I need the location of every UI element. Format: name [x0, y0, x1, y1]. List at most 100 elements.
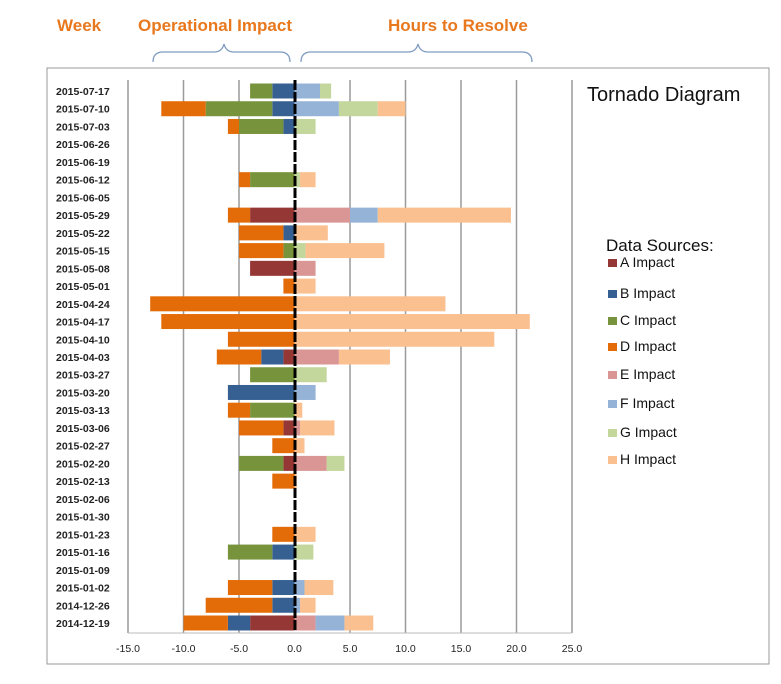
bar-b-impact — [261, 349, 284, 365]
category-label: 2015-04-03 — [56, 352, 110, 364]
bar-b-impact — [283, 225, 295, 241]
bar-d-impact — [239, 420, 284, 436]
bar-d-impact — [183, 615, 228, 631]
bar-h-impact — [294, 402, 303, 418]
legend-label: A Impact — [620, 254, 675, 270]
chart-frame — [46, 67, 770, 665]
category-label: 2015-06-05 — [56, 192, 110, 204]
x-tick-label: -5.0 — [230, 643, 248, 655]
bar-h-impact — [300, 172, 316, 188]
bar-b-impact — [283, 118, 295, 134]
bar-h-impact — [294, 278, 316, 294]
bar-b-impact — [272, 580, 295, 596]
legend-label: G Impact — [620, 424, 677, 440]
category-label: 2015-03-20 — [56, 387, 110, 399]
category-label: 2015-02-13 — [56, 476, 110, 488]
category-label: 2015-05-15 — [56, 246, 110, 258]
x-tick-label: 5.0 — [343, 643, 358, 655]
bar-g-impact — [326, 455, 345, 471]
bar-d-impact — [150, 296, 295, 312]
bar-a-impact — [250, 207, 295, 223]
bar-c-impact — [227, 544, 273, 560]
bar-e-impact — [294, 207, 350, 223]
bar-b-impact — [272, 544, 295, 560]
legend-swatch — [608, 400, 617, 408]
category-label: 2015-05-01 — [56, 281, 110, 293]
legend-swatch — [608, 317, 617, 325]
bar-d-impact — [239, 225, 284, 241]
bar-d-impact — [227, 402, 251, 418]
bar-h-impact — [344, 615, 374, 631]
bar-h-impact — [294, 526, 316, 542]
bar-a-impact — [283, 420, 295, 436]
bar-c-impact — [239, 455, 284, 471]
category-label: 2015-04-24 — [56, 299, 110, 311]
category-label: 2015-01-23 — [56, 529, 110, 541]
bar-g-impact — [294, 172, 301, 188]
legend: A Impact B Impact C Impact D Impact E Impact… — [608, 254, 677, 467]
bar-b-impact — [272, 83, 295, 99]
bar-d-impact — [239, 172, 251, 188]
bar-d-impact — [239, 243, 284, 259]
legend-label: F Impact — [620, 395, 675, 411]
bar-c-impact — [250, 83, 273, 99]
bar-d-impact — [161, 101, 206, 117]
bar-d-impact — [272, 526, 295, 542]
bar-b-impact — [227, 384, 295, 400]
bar-h-impact — [377, 207, 511, 223]
bar-e-impact — [294, 615, 316, 631]
bar-g-impact — [338, 101, 378, 117]
bar-c-impact — [250, 367, 295, 383]
legend-title: Data Sources: — [606, 236, 714, 255]
bar-h-impact — [338, 349, 390, 365]
bar-e-impact — [294, 260, 316, 276]
bar-d-impact — [161, 314, 295, 330]
bar-g-impact — [294, 243, 306, 259]
bar-a-impact — [283, 455, 295, 471]
header-hours-to-resolve: Hours to Resolve — [388, 16, 528, 35]
bar-h-impact — [300, 597, 316, 613]
bar-b-impact — [272, 101, 295, 117]
category-label: 2015-03-27 — [56, 370, 110, 382]
bar-f-impact — [294, 83, 321, 99]
bar-g-impact — [294, 118, 316, 134]
category-label: 2015-02-27 — [56, 441, 110, 453]
header-week: Week — [57, 16, 102, 35]
legend-label: H Impact — [620, 451, 676, 467]
bar-f-impact — [294, 597, 301, 613]
bar-f-impact — [294, 101, 339, 117]
bar-h-impact — [300, 420, 335, 436]
legend-label: E Impact — [620, 366, 675, 382]
category-label: 2015-01-09 — [56, 565, 110, 577]
bar-b-impact — [227, 615, 251, 631]
bar-h-impact — [294, 331, 495, 347]
category-label: 2015-04-17 — [56, 317, 110, 329]
category-label: 2015-05-22 — [56, 228, 110, 240]
bar-d-impact — [272, 473, 295, 489]
header-operational-impact: Operational Impact — [138, 16, 292, 35]
category-label: 2015-02-06 — [56, 494, 110, 506]
bar-d-impact — [227, 118, 239, 134]
bar-a-impact — [250, 615, 295, 631]
bar-g-impact — [294, 367, 327, 383]
x-tick-label: 15.0 — [451, 643, 472, 655]
category-label: 2015-06-26 — [56, 139, 110, 151]
x-tick-label: 20.0 — [506, 643, 527, 655]
category-label: 2015-05-08 — [56, 263, 110, 275]
category-label: 2015-06-19 — [56, 157, 110, 169]
x-tick-label: 25.0 — [562, 643, 583, 655]
x-tick-label: 10.0 — [395, 643, 416, 655]
bar-d-impact — [283, 278, 295, 294]
bar-h-impact — [294, 225, 328, 241]
brace-hours — [300, 43, 533, 63]
bar-b-impact — [272, 597, 295, 613]
bar-d-impact — [272, 438, 295, 454]
bar-c-impact — [205, 101, 273, 117]
legend-label: B Impact — [620, 285, 675, 301]
bar-c-impact — [239, 118, 284, 134]
chart-title: Tornado Diagram — [587, 84, 740, 106]
bar-d-impact — [205, 597, 273, 613]
legend-label: D Impact — [620, 338, 676, 354]
brace-operational — [152, 43, 291, 63]
